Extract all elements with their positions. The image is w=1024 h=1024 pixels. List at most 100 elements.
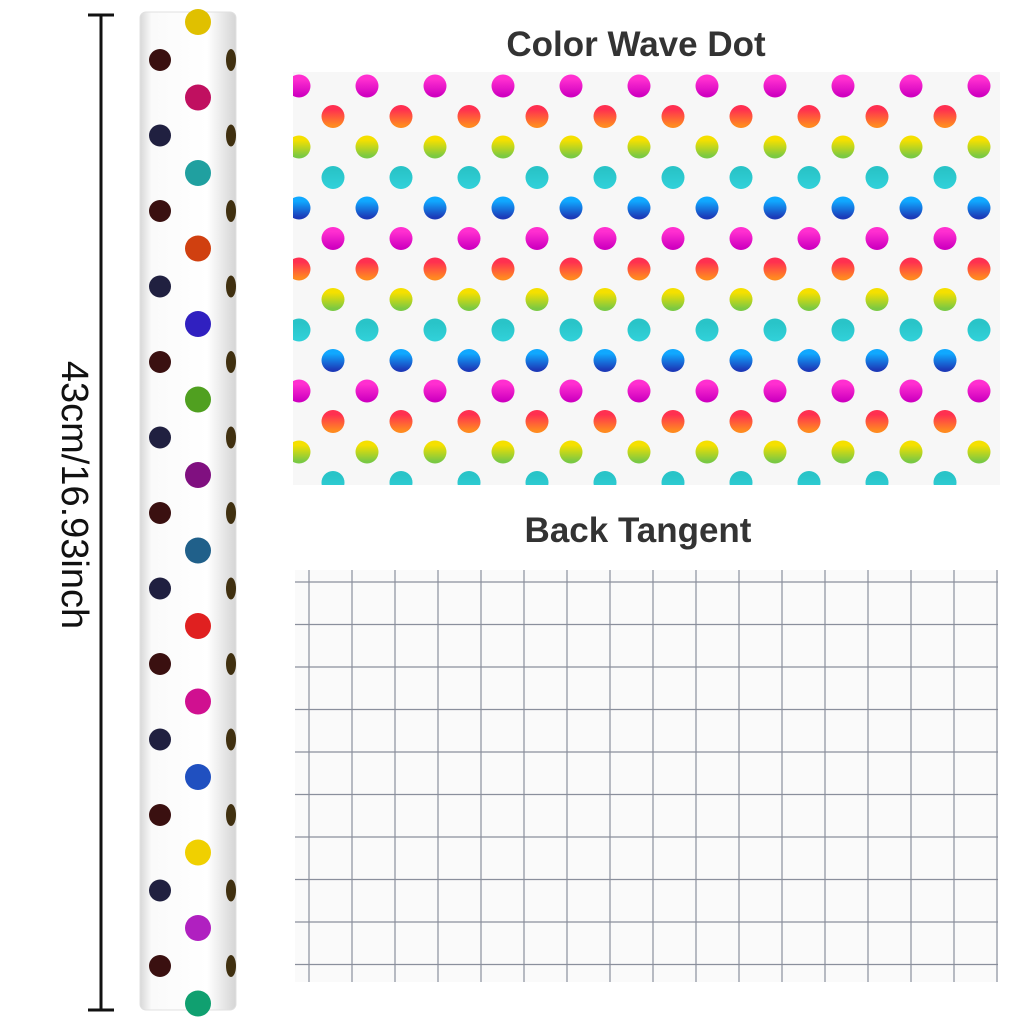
polka-dot (1002, 410, 1024, 433)
roll-dot (149, 728, 171, 751)
roll-dot (149, 275, 171, 298)
polka-dot (423, 379, 447, 403)
polka-dot (1002, 288, 1024, 311)
polka-dot (831, 318, 855, 342)
roll-dot (149, 426, 171, 449)
roll-dot (185, 386, 211, 413)
polka-dot (293, 440, 311, 464)
polka-dot (729, 471, 753, 485)
polka-dot (355, 318, 379, 342)
polka-dot (729, 410, 753, 433)
polka-dot (1002, 105, 1024, 128)
back-title: Back Tangent (525, 511, 752, 550)
polka-dot (933, 105, 957, 128)
polka-dot (695, 135, 719, 159)
polka-dot (797, 105, 821, 128)
polka-dot (559, 196, 583, 220)
roll-dot (185, 764, 211, 790)
polka-dot (797, 349, 821, 372)
polka-dot (729, 166, 753, 189)
polka-dot (627, 318, 651, 342)
roll-dot (185, 462, 211, 488)
polka-dot (321, 166, 345, 189)
polka-dot (254, 288, 277, 311)
polka-dot (661, 471, 685, 485)
roll-dot (226, 955, 236, 977)
polka-dot (967, 257, 991, 281)
polka-dot (1002, 166, 1024, 189)
roll-dot (149, 804, 171, 826)
polka-dot (899, 257, 923, 281)
polka-dot (355, 135, 379, 159)
polka-dot (389, 471, 413, 485)
polka-dot (254, 166, 277, 189)
polka-dot (593, 349, 617, 372)
polka-dot (491, 440, 515, 464)
polka-dot (661, 410, 685, 433)
roll-dot (226, 426, 236, 449)
polka-dot (525, 349, 549, 372)
roll-dot (185, 613, 211, 639)
polka-dot (593, 166, 617, 189)
polka-dot (321, 471, 345, 485)
polka-dot (355, 196, 379, 220)
polka-dot (491, 135, 515, 159)
polka-dot (695, 318, 719, 342)
roll-dot (226, 49, 236, 71)
polka-dot (933, 166, 957, 189)
roll-dot (185, 160, 211, 186)
polka-dot (559, 74, 583, 98)
polka-dot (559, 440, 583, 464)
polka-dot (763, 196, 787, 220)
polka-dot (423, 196, 447, 220)
polka-dot (559, 318, 583, 342)
polka-dot (1002, 227, 1024, 250)
roll-dot (185, 915, 211, 941)
polka-dot (729, 227, 753, 250)
polka-dot (865, 471, 889, 485)
polka-dot (491, 318, 515, 342)
polka-dot (627, 440, 651, 464)
polka-dot (899, 135, 923, 159)
dimension-line (88, 13, 114, 1012)
polka-dot (763, 318, 787, 342)
polka-dot (355, 440, 379, 464)
polka-dot (865, 349, 889, 372)
polka-dot (967, 135, 991, 159)
polka-dot (293, 318, 311, 342)
polka-dot (627, 135, 651, 159)
polka-dot (661, 227, 685, 250)
polka-dot (831, 74, 855, 98)
roll-dot (149, 955, 171, 977)
polka-dot (933, 471, 957, 485)
polka-dot (593, 410, 617, 433)
polka-dot (593, 288, 617, 311)
polka-dot (627, 379, 651, 403)
polka-dot (457, 288, 481, 311)
polka-dot (865, 105, 889, 128)
polka-dot (559, 379, 583, 403)
polka-dot (797, 471, 821, 485)
polka-dot (321, 349, 345, 372)
polka-dot (525, 471, 549, 485)
polka-dot (254, 227, 277, 250)
polka-dot (525, 227, 549, 250)
polka-dot (491, 74, 515, 98)
polka-dot (661, 105, 685, 128)
polka-dot (899, 318, 923, 342)
polka-dot (525, 166, 549, 189)
polka-dot (729, 288, 753, 311)
polka-dot (293, 257, 311, 281)
polka-dot (525, 288, 549, 311)
polka-dot (831, 196, 855, 220)
roll-dots (149, 9, 236, 1017)
polka-dot (389, 166, 413, 189)
roll-dot (149, 200, 171, 222)
polka-dot (899, 440, 923, 464)
polka-dot (457, 471, 481, 485)
polka-dot (729, 105, 753, 128)
polka-dot (389, 288, 413, 311)
polka-dot (933, 288, 957, 311)
